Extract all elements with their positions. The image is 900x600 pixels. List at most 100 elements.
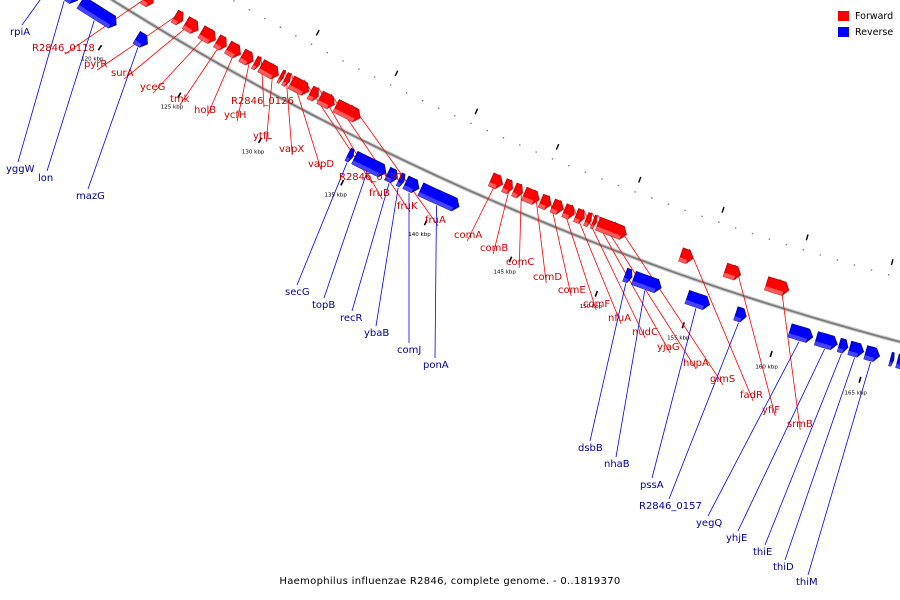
leader-secG <box>296 162 348 286</box>
label-yjaG: yjaG <box>657 342 680 353</box>
label-nhaB: nhaB <box>604 459 630 470</box>
leader-ponA <box>434 205 437 359</box>
tick-label: 145 kbp <box>494 269 517 275</box>
leader-yegQ <box>707 341 800 517</box>
label-yceG: yceG <box>140 82 165 93</box>
gene-ponA <box>417 182 460 212</box>
label-ycfH: ycfH <box>224 110 246 121</box>
gene-highlight <box>622 277 629 283</box>
gene-highlight <box>396 181 401 187</box>
sequence-backbone <box>108 0 900 344</box>
gene-highlight <box>837 347 844 354</box>
leader-fadR <box>689 248 754 402</box>
gene-highlight <box>224 49 235 58</box>
gene-highlight <box>501 187 509 194</box>
minor-tick-dot <box>667 203 670 206</box>
gene-highlight <box>684 299 704 310</box>
gene-highlight <box>332 108 355 122</box>
gene-highlight <box>595 226 621 240</box>
minor-tick-dot <box>437 107 440 110</box>
minor-tick-dot <box>617 184 620 187</box>
leader-fruA <box>351 104 439 227</box>
tick-mark-outer <box>555 143 560 150</box>
minor-tick-dot <box>326 51 329 54</box>
minor-tick-dot <box>358 68 360 70</box>
tick-mark <box>340 179 345 186</box>
leader-lon <box>46 20 95 172</box>
label-fruK: fruK <box>397 201 418 212</box>
leader-yggW <box>17 0 65 163</box>
label-secG: secG <box>285 287 310 298</box>
label-R2846_0118: R2846_0118 <box>32 43 95 54</box>
label-comD: comD <box>533 272 562 283</box>
gene-highlight <box>197 34 210 44</box>
leader-thiD <box>784 357 855 561</box>
minor-tick-dot <box>888 273 890 276</box>
minor-tick-dot <box>421 99 424 102</box>
reverse-swatch <box>838 27 849 37</box>
tick-mark <box>769 350 773 358</box>
tick-mark <box>508 256 513 263</box>
leader-dsbB <box>589 283 627 442</box>
leader-yfiF <box>735 264 776 417</box>
gene-nhaB <box>630 270 662 294</box>
label-glmS: glmS <box>710 374 735 385</box>
gene-highlight <box>733 316 742 322</box>
tick-mark-outer <box>890 259 894 266</box>
tick-mark <box>97 44 103 51</box>
label-fadR: fadR <box>740 390 763 401</box>
label-comJ: comJ <box>397 345 421 356</box>
tick-mark-outer <box>474 108 479 115</box>
label-R2846_0130: R2846_0130 <box>339 172 402 183</box>
gene-highlight <box>345 157 350 163</box>
gene-highlight <box>213 43 222 51</box>
label-mazG: mazG <box>76 191 105 202</box>
label-pssA: pssA <box>640 480 664 491</box>
legend-forward-label: Forward <box>855 10 894 22</box>
gene-highlight <box>590 224 594 229</box>
gene-highlight <box>583 221 589 227</box>
label-nudC: nudC <box>632 327 658 338</box>
label-holB: holB <box>194 105 216 116</box>
label-surA: surA <box>111 68 134 79</box>
gene-highlight <box>402 185 414 193</box>
gene-features <box>63 0 900 370</box>
label-lon: lon <box>38 173 53 184</box>
minor-tick-dot <box>601 178 603 180</box>
minor-tick-dot <box>836 259 839 261</box>
minor-tick-dot <box>264 17 266 20</box>
minor-tick-dot <box>295 35 297 37</box>
gene-highlight <box>787 333 807 343</box>
minor-tick-dot <box>718 221 720 223</box>
gene-highlight <box>287 84 303 96</box>
leader-mazG <box>87 47 139 190</box>
legend-reverse-label: Reverse <box>855 26 894 38</box>
label-ponA: ponA <box>423 360 449 371</box>
minor-tick-dot <box>373 76 376 78</box>
label-thiD: thiD <box>773 562 794 573</box>
gene-highlight <box>133 39 142 48</box>
gene-highlight <box>238 57 248 65</box>
minor-tick-dot <box>584 171 587 174</box>
gene-highlight <box>281 81 287 87</box>
gene-highlight <box>521 196 534 205</box>
minor-tick-dot <box>405 92 408 94</box>
gene-highlight <box>561 213 570 220</box>
tick-mark <box>177 92 182 99</box>
label-comB: comB <box>480 243 508 254</box>
tick-mark <box>423 219 428 226</box>
legend-forward: Forward <box>838 8 898 24</box>
minor-tick-dot <box>768 238 771 240</box>
label-R2846_0126: R2846_0126 <box>231 96 294 107</box>
gene-highlight <box>140 0 149 7</box>
leader-hupA <box>597 214 697 370</box>
minor-tick-dot <box>802 249 805 251</box>
label-comF: comF <box>583 299 610 310</box>
gene-fruA <box>332 98 361 123</box>
tick-label: 165 kbp <box>845 390 868 396</box>
minor-tick-dot <box>233 0 235 2</box>
tick-label: 135 kbp <box>325 192 348 198</box>
minor-tick-dot <box>853 264 856 266</box>
leader-srmB <box>779 279 801 431</box>
leader-yhjE <box>737 348 825 532</box>
